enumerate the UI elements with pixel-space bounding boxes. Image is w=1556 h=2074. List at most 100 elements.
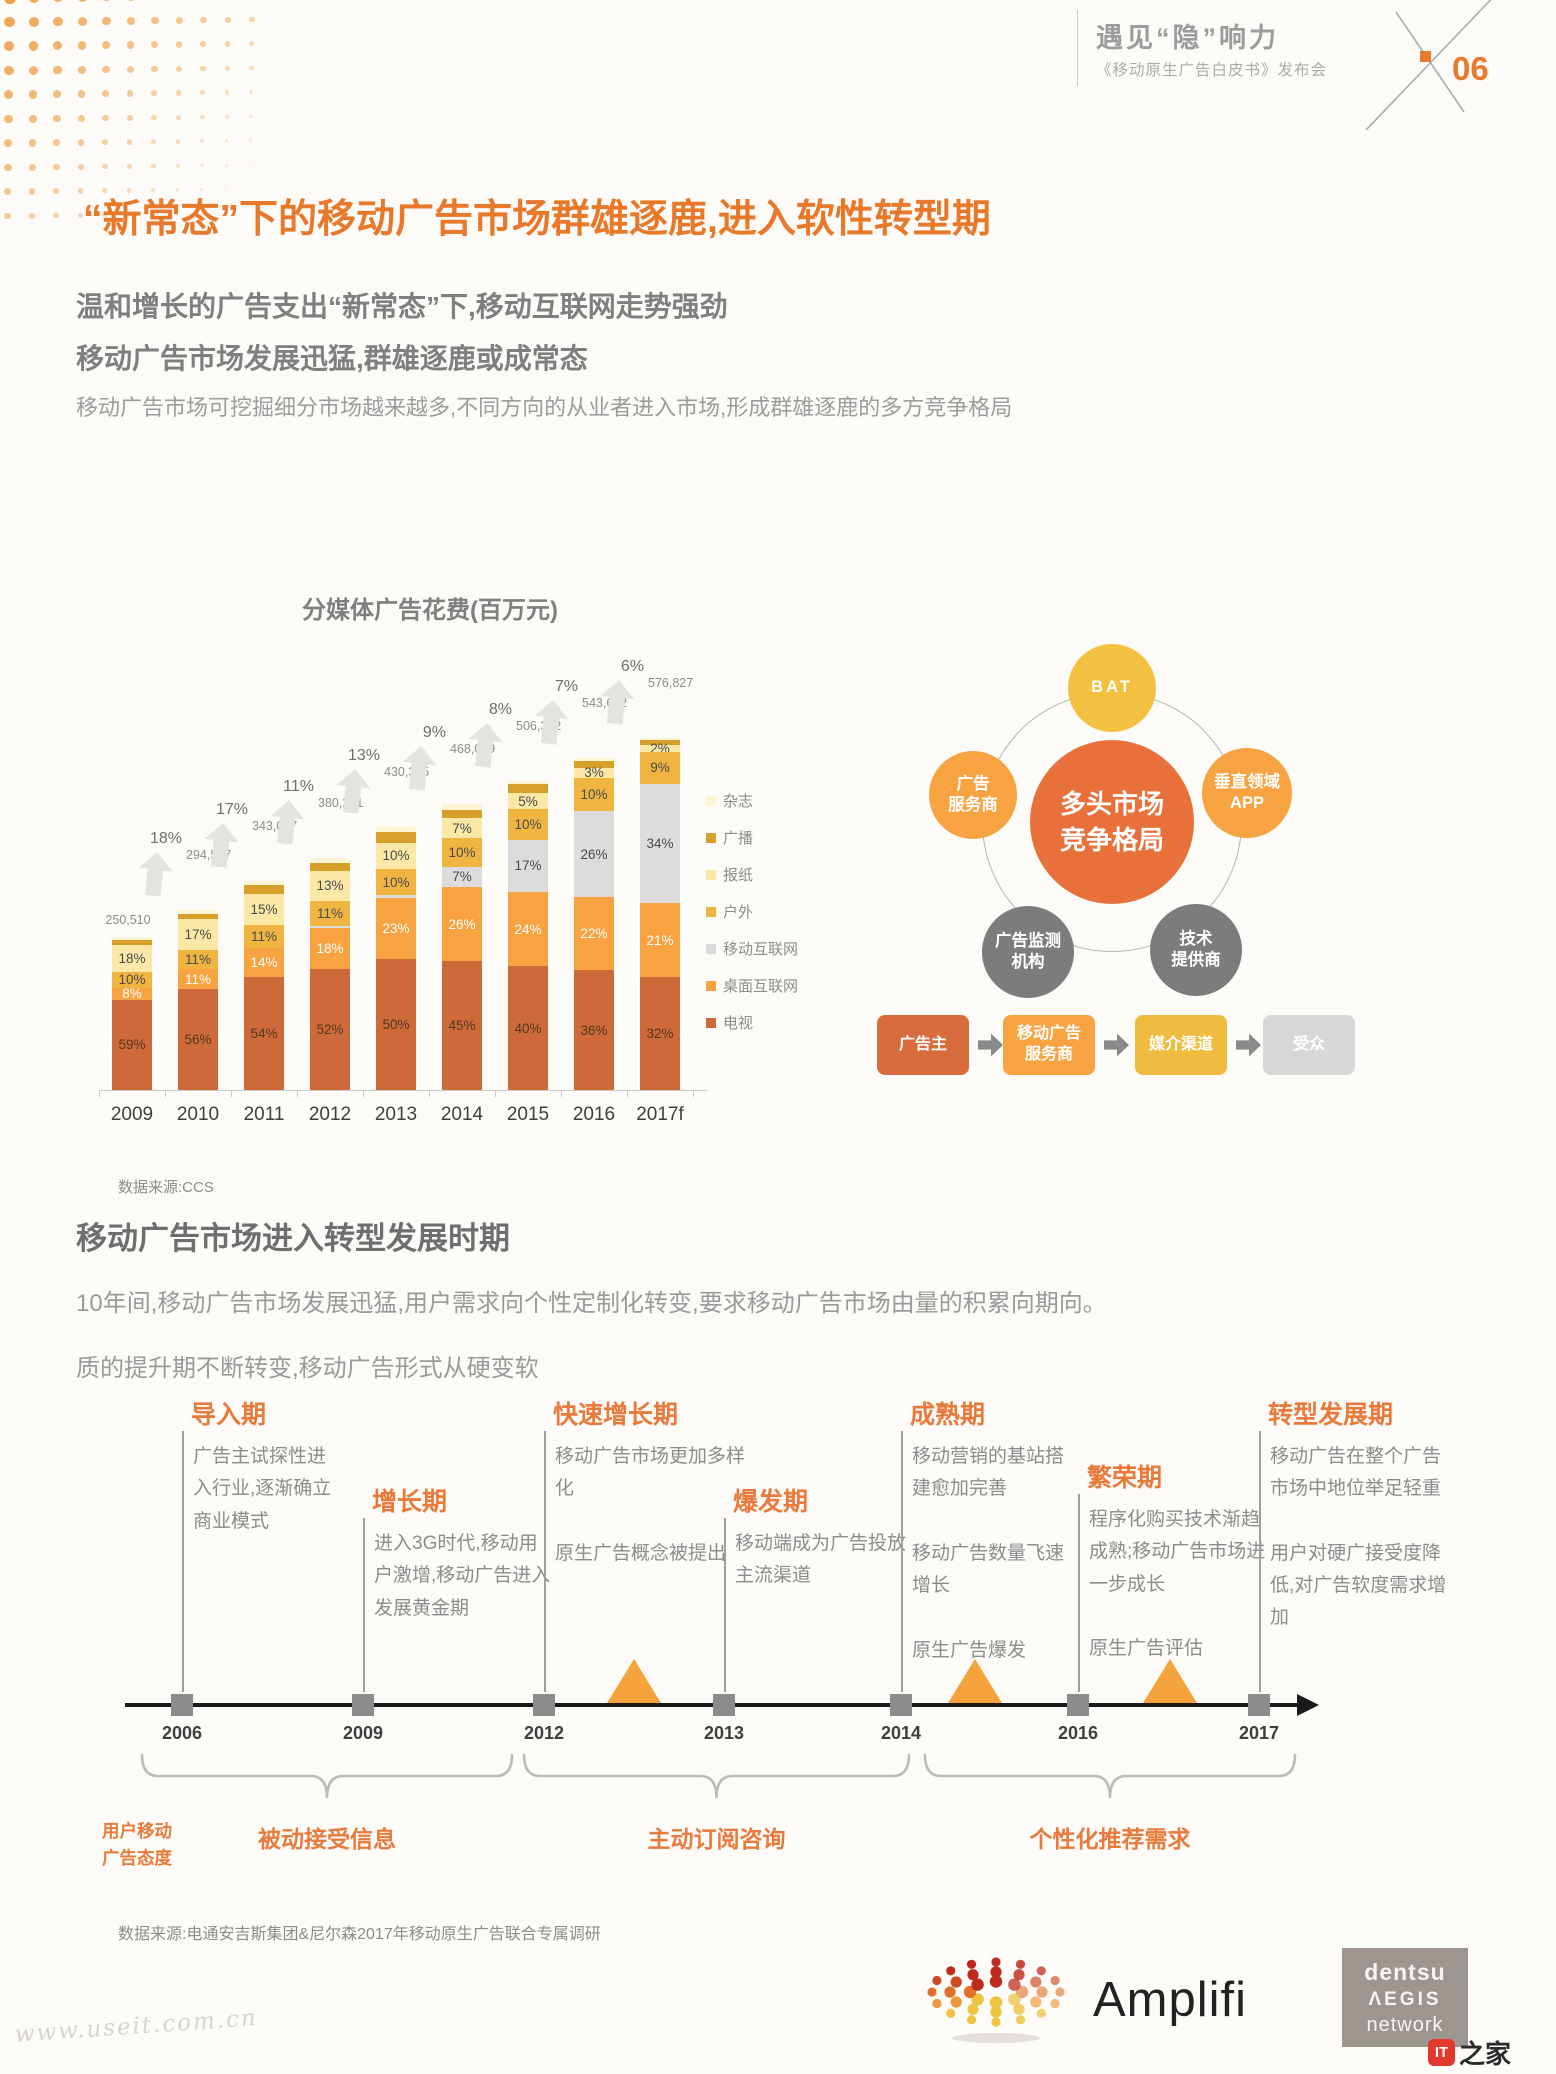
dot [249,41,255,47]
dot [53,188,60,195]
dot [53,0,64,3]
phase-desc: 程序化购买技术渐趋成熟;移动广告市场进一步成长 原生广告评估 [1089,1509,1266,1660]
dot [4,65,14,76]
legend-item-电视: 电视 [706,1012,753,1033]
timeline-marker-2016 [1067,1694,1089,1716]
dot [4,114,13,124]
dot [200,16,207,24]
sphere-dot [950,1976,962,1988]
attitude-group-label: 个性化推荐需求 [1029,1826,1191,1852]
sphere-dot [1013,1969,1025,1981]
legend-swatch [706,943,716,954]
brace [140,1753,514,1799]
flow-step-3: 受众 [1263,1015,1355,1075]
section2-body-line1: 10年间,移动广告市场发展迅猛,用户需求向个性定制化转变,要求移动广告市场由量的… [76,1290,1107,1317]
timeline-year-2014: 2014 [880,1723,922,1743]
timeline-year-2009: 2009 [342,1723,384,1743]
timeline-marker-2014 [890,1694,912,1716]
legend-item-杂志: 杂志 [706,790,753,811]
bar-segment-桌面互联网: 22% [574,897,614,971]
sphere-dot [932,1975,942,1986]
bar-segment-报纸: 15% [244,893,284,925]
dot [126,139,133,145]
timeline-marker-2012 [533,1694,555,1716]
bar-segment-电视: 32% [640,977,680,1090]
market-center-circle: 多头市场 竞争格局 [1030,740,1194,904]
sphere-dot [990,1966,1002,1978]
sphere-dot [963,1985,977,1999]
dot [28,212,35,219]
bar-segment-桌面互联网: 18% [310,927,350,970]
phase-desc: 移动广告市场更加多样化 原生广告概念被提出 [555,1446,746,1564]
legend-label: 广播 [723,830,754,847]
dot [151,16,159,25]
dentsu-logo-line1: dentsu [1364,1958,1446,1985]
chart-title: 分媒体广告花费(百万元) [302,597,558,624]
dot [102,90,110,98]
dot [200,188,204,192]
bar-segment-广播 [310,862,350,871]
dot [28,90,38,99]
dot [53,212,59,219]
timeline-year-2016: 2016 [1057,1723,1099,1743]
market-node-1: 广告 服务商 [929,751,1017,839]
sphere-shadow [952,2033,1040,2043]
phase-line [1078,1494,1080,1692]
sphere-dot [971,1978,984,1991]
dot [4,16,15,28]
x-tick-2011: 2011 [243,1104,285,1125]
dot [126,212,131,217]
dot [77,212,83,218]
dot [77,114,85,122]
bar-segment-报纸: 7% [442,818,482,839]
chart-axis-tick [561,1090,562,1097]
bar-segment-户外: 11% [178,949,218,970]
dot [28,114,37,123]
sphere-dot [1015,1959,1026,1969]
bar-segment-报纸: 3% [574,765,614,780]
bar-segment-广播 [112,940,152,945]
bar-segment-广播 [376,832,416,843]
dot [126,90,134,97]
bar-segment-报纸: 2% [640,741,680,756]
dot [4,188,12,196]
legend-item-广播: 广播 [706,827,753,848]
flow-arrow-icon [1236,1033,1261,1057]
header-divider [1077,10,1078,86]
dot [4,163,12,172]
bar-segment-户外: 10% [574,777,614,812]
legend-label: 电视 [723,1015,754,1032]
legend-item-桌面互联网: 桌面互联网 [706,975,798,996]
timeline-year-2013: 2013 [703,1723,745,1743]
bar-segment-户外: 11% [244,924,284,948]
sphere-dot [950,1996,962,2008]
dot [53,139,61,147]
legend-label: 移动互联网 [723,941,799,958]
it-home-icon: IT [1428,2039,1455,2066]
attitude-group-label: 被动接受信息 [258,1826,396,1852]
dot [151,65,158,73]
flow-arrow-icon [978,1033,1003,1057]
bar-segment-桌面互联网: 26% [442,886,482,962]
growth-2015: 8% [488,701,512,718]
dot [200,212,203,216]
sphere-dot [1055,1987,1065,1997]
phase-line [182,1431,184,1692]
sphere-dot [966,2015,977,2025]
bar-segment-电视: 40% [508,966,548,1090]
bar-segment-移动互联网: 34% [640,783,680,904]
x-tick-2014: 2014 [440,1104,484,1125]
timeline-axis [125,1703,1297,1707]
dot [28,0,40,3]
dot [126,163,132,169]
chart-axis [99,1090,707,1091]
phase-line [544,1431,546,1692]
bar-segment-报纸: 17% [178,919,218,950]
orange-node [1420,51,1431,62]
section2-title: 移动广告市场进入转型发展时期 [76,1221,510,1256]
phase-desc: 广告主试探性进入行业,逐渐确立商业模式 [193,1446,332,1532]
dot [102,114,109,122]
dot [53,41,63,51]
timeline-axis-arrow [1297,1694,1319,1716]
dot [53,65,62,75]
